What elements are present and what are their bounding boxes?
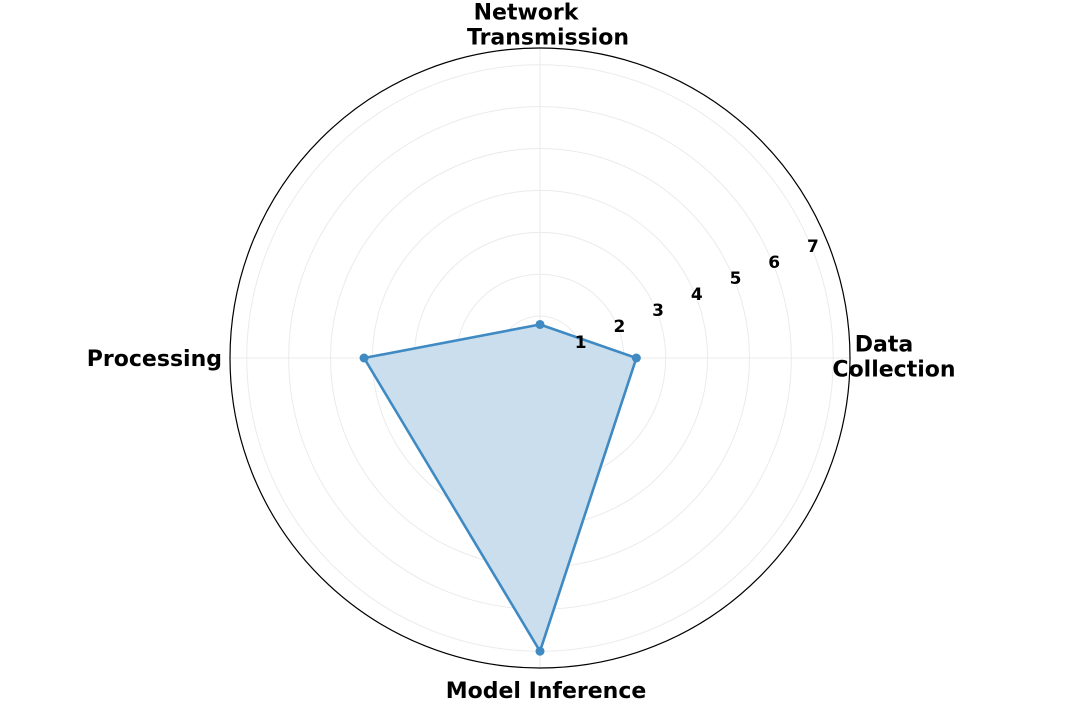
data-point (631, 353, 641, 363)
radial-tick-label: 3 (652, 301, 664, 321)
data-point (535, 319, 545, 329)
radial-tick-labels: 1 2 3 4 5 6 7 (575, 237, 819, 353)
radial-tick-label: 4 (691, 285, 703, 305)
radial-tick-label: 5 (730, 269, 742, 289)
data-point (359, 353, 369, 363)
category-label: Processing (87, 347, 222, 372)
radial-tick-label: 1 (575, 333, 587, 353)
outer-frame (229, 47, 851, 669)
category-label: Network (474, 1, 580, 26)
category-label: Data (855, 333, 913, 358)
series-area (362, 323, 638, 653)
radial-tick-label: 2 (613, 317, 625, 337)
radial-tick-label: 6 (768, 253, 780, 273)
category-label: Transmission (467, 26, 629, 51)
category-label: Model Inference (446, 679, 647, 704)
radial-tick-label: 7 (807, 237, 819, 257)
data-point (535, 646, 545, 656)
category-label: Collection (832, 358, 955, 383)
data-layer (359, 319, 641, 656)
